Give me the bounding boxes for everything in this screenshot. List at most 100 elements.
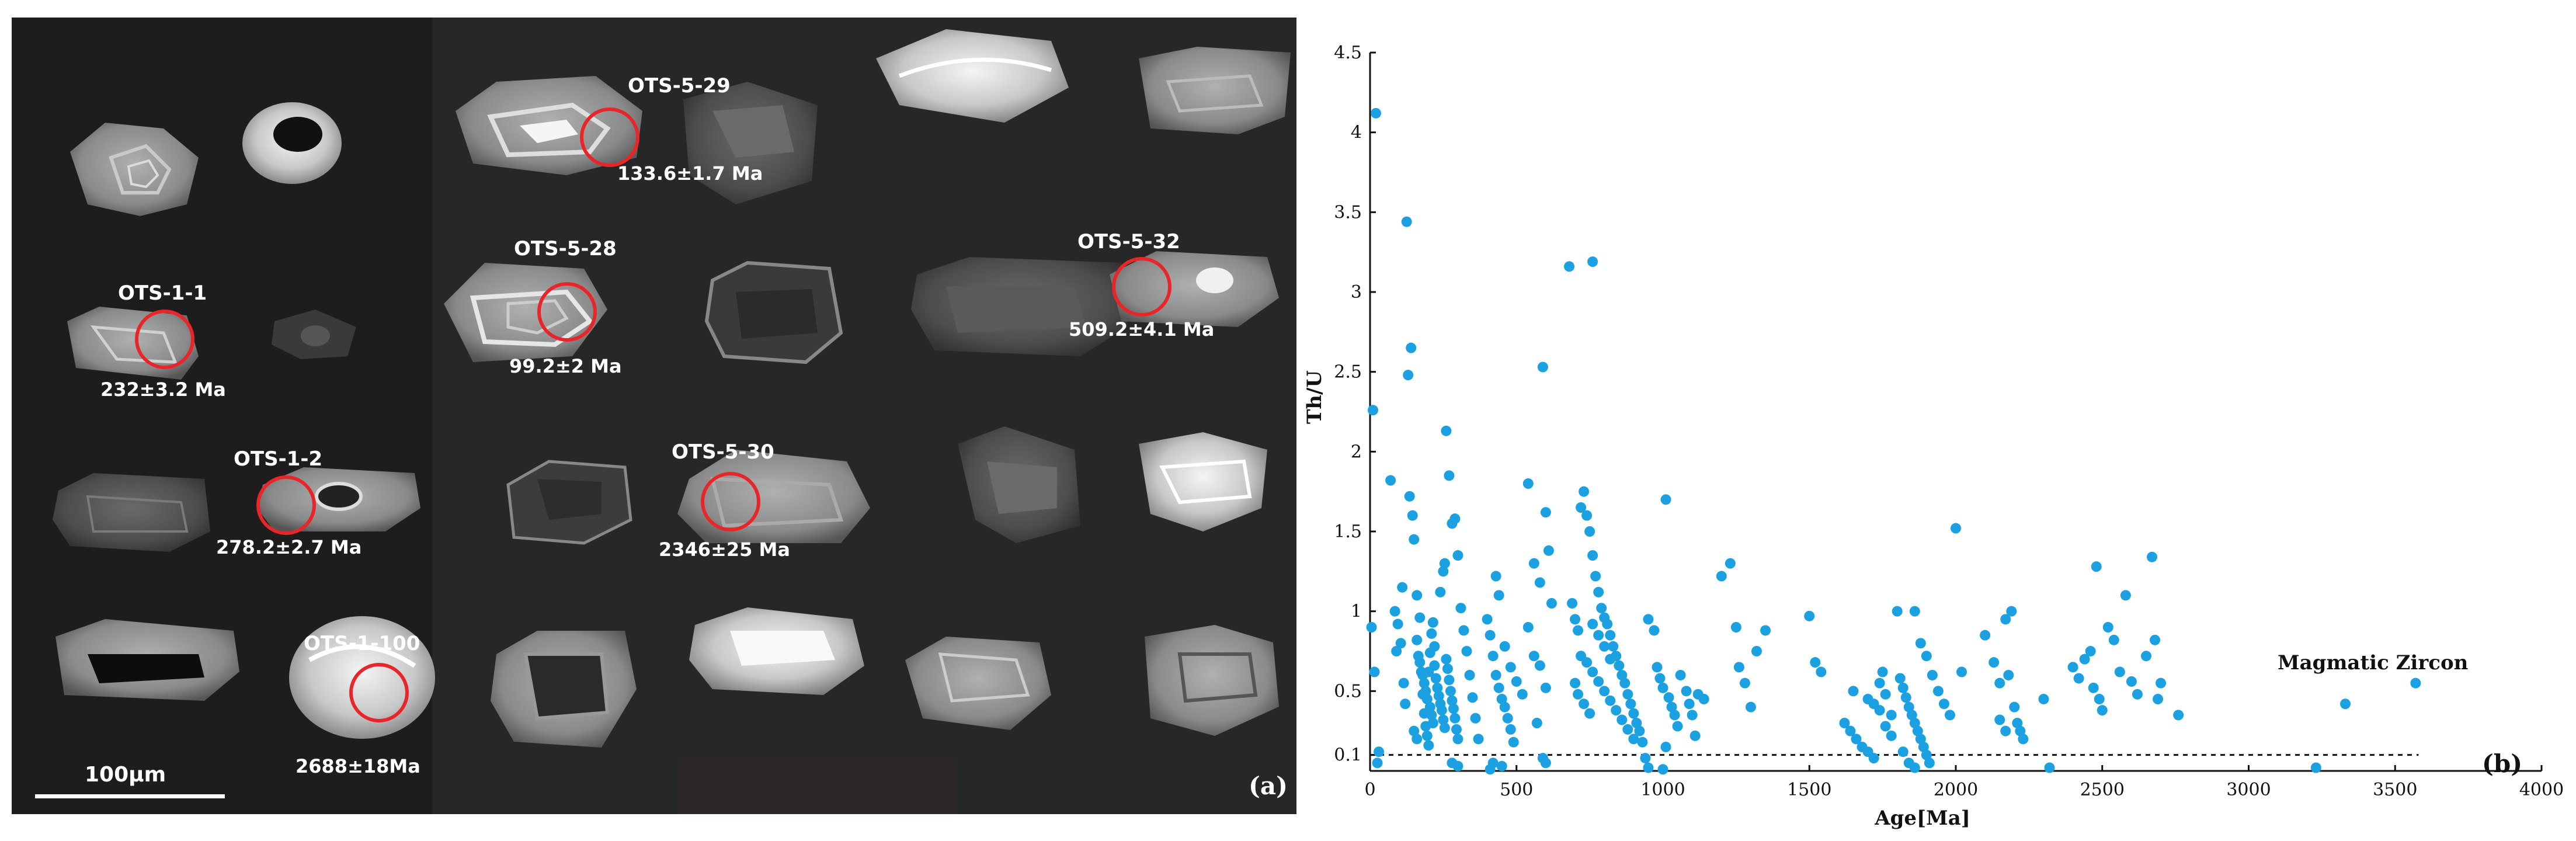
data-point xyxy=(1517,689,1528,700)
data-point xyxy=(1406,342,1417,353)
data-point xyxy=(1522,622,1534,633)
analysis-spot-ots-5-30 xyxy=(701,472,760,531)
data-point xyxy=(1584,708,1595,719)
data-point xyxy=(2147,551,2158,562)
data-point xyxy=(1409,725,1420,736)
data-point xyxy=(2015,725,2026,736)
data-point xyxy=(1404,491,1415,502)
data-point xyxy=(1733,662,1744,673)
data-point xyxy=(2006,606,2017,617)
data-point xyxy=(1874,677,1885,689)
data-point xyxy=(1880,721,1891,732)
data-point xyxy=(1892,606,1903,617)
data-point xyxy=(1868,753,1879,764)
data-point xyxy=(2108,634,2119,645)
data-point xyxy=(1614,660,1625,671)
data-point xyxy=(2018,734,2029,745)
data-point xyxy=(1675,670,1686,680)
zircon-grain xyxy=(1145,625,1279,736)
x-tick-label: 4000 xyxy=(2519,780,2564,800)
data-point xyxy=(1442,663,1453,675)
data-point xyxy=(2132,689,2143,700)
data-point xyxy=(2038,694,2049,704)
data-point xyxy=(1534,577,1545,588)
data-point xyxy=(1522,478,1534,489)
zircon-grain xyxy=(704,260,843,364)
data-point xyxy=(2410,677,2421,689)
data-point xyxy=(1427,617,1438,628)
zircon-grain xyxy=(958,426,1080,543)
data-point xyxy=(1564,261,1575,272)
data-point xyxy=(1573,625,1584,636)
data-point xyxy=(1482,614,1493,625)
data-point xyxy=(1371,107,1382,119)
data-point xyxy=(1430,673,1441,684)
data-point xyxy=(1921,651,1932,662)
data-point xyxy=(2173,710,2184,721)
data-point xyxy=(1531,718,1542,728)
data-point xyxy=(2000,725,2011,736)
data-point xyxy=(1389,606,1400,617)
zircon-cl-image-panel: OTS-1-1 OTS-1-2 OTS-1-100 OTS-5-29 OTS-5… xyxy=(12,18,1296,814)
data-point xyxy=(1611,705,1622,716)
data-point xyxy=(1924,757,1935,769)
data-point xyxy=(1445,686,1456,697)
data-point xyxy=(1596,603,1607,614)
data-point xyxy=(1608,641,1619,652)
data-point xyxy=(1579,698,1590,710)
data-point xyxy=(1816,666,1827,677)
data-point xyxy=(1419,677,1430,689)
data-point xyxy=(1543,545,1554,556)
x-tick-label: 1000 xyxy=(1640,780,1685,800)
data-point xyxy=(1989,657,2000,668)
data-point xyxy=(1599,641,1610,652)
data-point xyxy=(1602,618,1613,630)
y-tick-label: 0.5 xyxy=(1334,681,1362,701)
data-point xyxy=(1689,730,1701,741)
data-point xyxy=(1687,710,1698,721)
data-point xyxy=(1980,630,1991,641)
data-point xyxy=(1672,721,1683,732)
data-point xyxy=(1528,558,1539,569)
data-point xyxy=(1540,757,1551,769)
data-point xyxy=(1414,657,1426,668)
analysis-spot-ots-5-28 xyxy=(537,282,597,342)
data-point xyxy=(1584,526,1595,537)
data-point xyxy=(1643,614,1654,625)
y-tick-label: 2.5 xyxy=(1334,362,1362,383)
data-point xyxy=(1439,722,1450,734)
grain-id-label: OTS-5-30 xyxy=(672,440,774,464)
data-point xyxy=(1496,760,1507,772)
data-point xyxy=(2009,701,2020,713)
grain-id-label: OTS-5-29 xyxy=(628,74,731,98)
data-point xyxy=(1419,708,1430,719)
data-point xyxy=(2310,762,2321,773)
grain-age-label: 133.6±1.7 Ma xyxy=(617,162,763,185)
zircon-grain xyxy=(689,607,864,695)
data-point xyxy=(1401,216,1412,227)
data-point xyxy=(1369,666,1380,677)
data-point xyxy=(1395,638,1406,649)
data-point xyxy=(2120,590,2131,601)
y-tick-label: 0.1 xyxy=(1334,745,1362,766)
zircon-grain xyxy=(55,619,239,701)
data-point xyxy=(1918,742,1929,752)
data-point xyxy=(1444,675,1455,686)
data-point xyxy=(1385,475,1396,486)
data-point xyxy=(1452,760,1463,772)
data-point xyxy=(1944,710,1955,721)
data-point xyxy=(1605,654,1616,665)
data-point xyxy=(1652,662,1663,673)
data-point xyxy=(1909,762,1920,773)
grain-id-label: OTS-5-32 xyxy=(1077,230,1180,253)
zircon-grain xyxy=(1110,251,1279,327)
x-tick-label: 500 xyxy=(1500,780,1533,800)
data-point xyxy=(1599,686,1610,697)
data-point xyxy=(1433,690,1444,701)
data-point xyxy=(1900,692,1911,703)
data-point xyxy=(1438,714,1449,725)
data-point xyxy=(1436,705,1447,716)
data-point xyxy=(1760,625,1771,636)
grain-age-label: 232±3.2 Ma xyxy=(100,378,226,401)
data-point xyxy=(1663,692,1674,703)
